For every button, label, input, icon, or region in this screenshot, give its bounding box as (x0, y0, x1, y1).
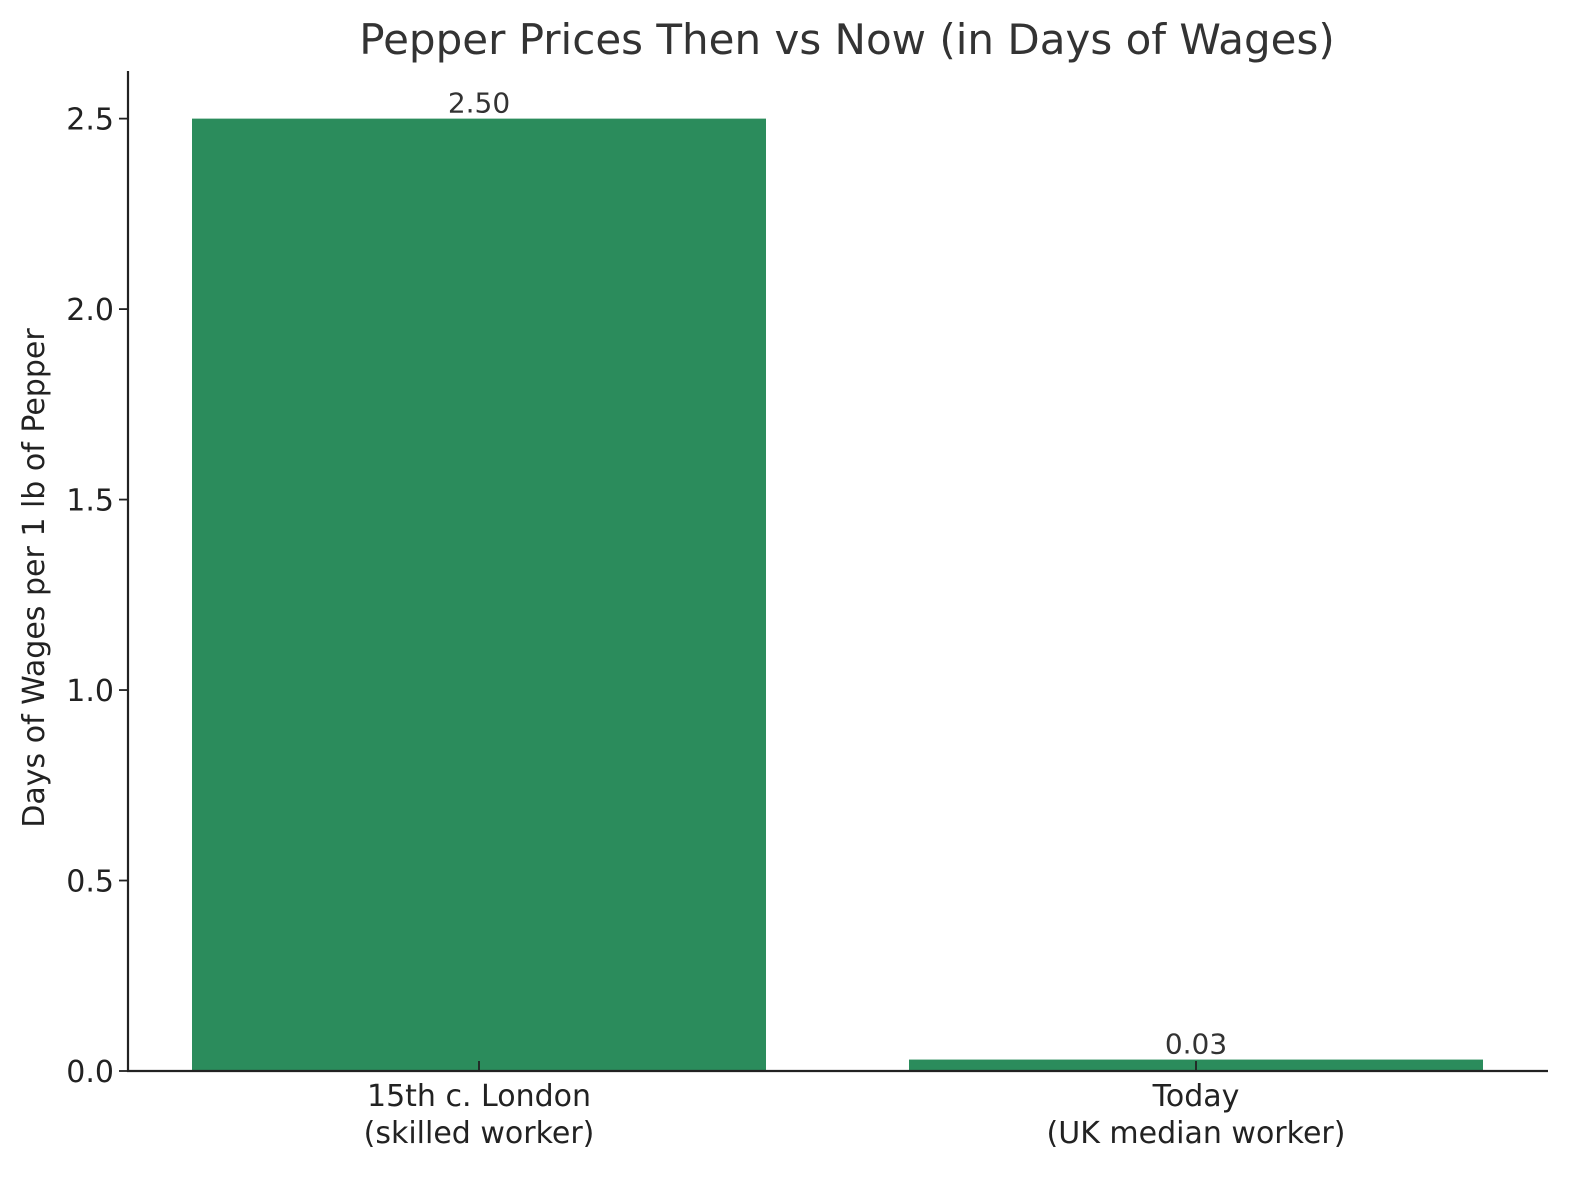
y-tick-label-1: 0.5 (66, 865, 114, 900)
bars-group (192, 118, 1483, 1072)
chart-title: Pepper Prices Then vs Now (in Days of Wa… (359, 15, 1335, 64)
x-axis-ticks: 15th c. London(skilled worker) Today(UK m… (364, 1061, 1346, 1151)
y-axis-label: Days of Wages per 1 lb of Pepper (17, 328, 52, 828)
y-tick-label-5: 2.5 (66, 103, 114, 138)
bar-0 (192, 118, 766, 1072)
data-labels-group: 2.50 0.03 (448, 87, 1227, 1061)
x-tick-label-0-line-0: 15th c. London (367, 1079, 591, 1114)
y-tick-label-4: 2.0 (66, 293, 114, 328)
x-tick-label-0-line-1: (skilled worker) (364, 1116, 595, 1151)
y-tick-label-0: 0.0 (66, 1055, 114, 1090)
y-axis-ticks: 0.0 0.5 1.0 1.5 2.0 2.5 (66, 103, 128, 1090)
data-label-0: 2.50 (448, 87, 510, 120)
x-tick-label-1-line-0: Today (1152, 1079, 1240, 1114)
y-tick-label-3: 1.5 (66, 484, 114, 519)
y-tick-label-2: 1.0 (66, 674, 114, 709)
x-tick-label-1-line-1: (UK median worker) (1047, 1116, 1346, 1151)
data-label-1: 0.03 (1165, 1028, 1227, 1061)
